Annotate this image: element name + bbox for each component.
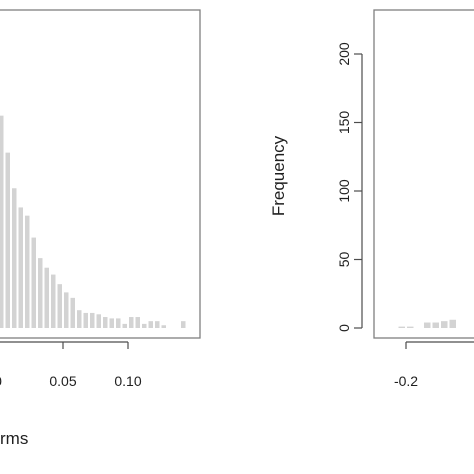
y-tick-label: 200 [336, 42, 352, 66]
histogram-bar [25, 215, 30, 328]
histogram-bar [103, 317, 108, 328]
histogram-bar [90, 312, 95, 328]
histogram-bar [70, 297, 75, 328]
left-x-ticks: 0 0.05 0.10 [0, 342, 142, 389]
histogram-bar [38, 258, 43, 328]
histogram-bar [51, 274, 56, 328]
y-tick-label: 50 [336, 252, 352, 268]
histogram-bar [57, 284, 62, 328]
histogram-bar [449, 319, 456, 328]
histogram-bar [181, 321, 186, 328]
histogram-bar [109, 318, 114, 328]
y-tick-label: 150 [336, 111, 352, 135]
left-histogram-panel: 0 0.05 0.10 rms [0, 9, 201, 448]
left-plot-frame [0, 9, 201, 339]
histogram-bar [142, 323, 147, 328]
x-tick-label: -0.2 [394, 373, 418, 389]
x-tick-label: 0.05 [49, 373, 76, 389]
histogram-bar [407, 326, 414, 328]
histogram-bar [432, 322, 439, 328]
histogram-bar [83, 312, 88, 328]
x-tick-label: 0 [0, 373, 2, 389]
right-x-ticks: -0.2 [394, 342, 418, 389]
histogram-bar [44, 267, 49, 328]
histogram-bar [155, 321, 160, 328]
histogram-bar [441, 321, 448, 328]
histogram-bar [12, 188, 17, 328]
right-histogram-panel: 0 50 100 150 200 -0.2 Frequency [269, 9, 474, 389]
histogram-bar [398, 326, 405, 328]
y-tick-label: 100 [336, 179, 352, 203]
right-plot-frame [373, 9, 474, 339]
histogram-bar [77, 310, 82, 328]
y-tick-label: 0 [336, 324, 352, 332]
left-x-axis-title: rms [0, 429, 28, 448]
right-y-axis-title: Frequency [269, 135, 288, 216]
histogram-bar [129, 317, 134, 328]
histogram-bar [0, 115, 4, 329]
histogram-bar [18, 207, 23, 328]
right-y-ticks: 0 50 100 150 200 [336, 42, 362, 332]
histogram-bar [64, 292, 69, 328]
histogram-bar [424, 322, 431, 328]
histogram-bar [96, 314, 101, 328]
x-tick-label: 0.10 [114, 373, 141, 389]
histogram-bar [31, 237, 36, 328]
right-bars [398, 319, 456, 328]
histogram-bar [116, 318, 121, 328]
histogram-bar [122, 323, 127, 328]
histogram-bar [148, 321, 153, 328]
histogram-bar [161, 325, 166, 328]
left-bars [0, 115, 186, 329]
histogram-bar [135, 317, 140, 328]
histogram-bar [5, 152, 10, 328]
